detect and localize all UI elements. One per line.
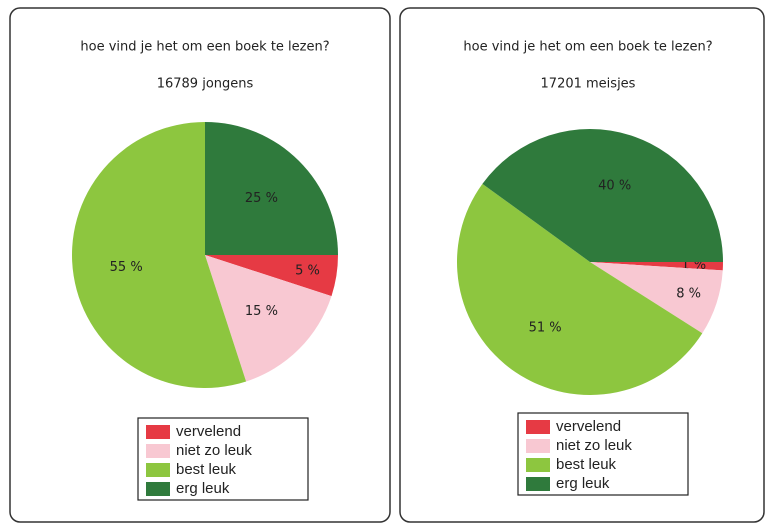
legend-swatch xyxy=(146,482,170,496)
pie-slice xyxy=(590,262,723,334)
pie-slice xyxy=(205,255,338,297)
legend-label: erg leuk xyxy=(176,480,230,497)
slice-label: 5 % xyxy=(295,264,320,279)
slice-label: 8 % xyxy=(676,287,701,302)
legend-swatch xyxy=(526,439,550,453)
legend-swatch xyxy=(526,477,550,491)
legend-label: best leuk xyxy=(176,461,237,478)
chart-title: hoe vind je het om een boek te lezen? xyxy=(463,40,712,55)
legend-swatch xyxy=(146,425,170,439)
pie-slice xyxy=(456,183,703,396)
chart-subtitle: 16789 jongens xyxy=(157,77,254,92)
slice-label: 51 % xyxy=(529,321,562,336)
legend-label: niet zo leuk xyxy=(176,442,252,459)
legend-label: niet zo leuk xyxy=(556,437,632,454)
pie-slice xyxy=(71,122,247,388)
pie-slice xyxy=(205,255,332,382)
slice-label: 25 % xyxy=(245,191,278,206)
chart-subtitle: 17201 meisjes xyxy=(541,77,636,92)
slice-label: 55 % xyxy=(110,260,143,275)
pie-slice xyxy=(482,128,723,262)
pie-slice xyxy=(590,262,723,271)
pie-slice xyxy=(205,122,338,255)
legend-label: erg leuk xyxy=(556,475,610,492)
chart-title: hoe vind je het om een boek te lezen? xyxy=(80,40,329,55)
legend-swatch xyxy=(146,463,170,477)
legend-swatch xyxy=(146,444,170,458)
legend-swatch xyxy=(526,458,550,472)
legend-label: vervelend xyxy=(556,418,621,435)
legend-label: best leuk xyxy=(556,456,617,473)
legend-label: vervelend xyxy=(176,423,241,440)
slice-label: 40 % xyxy=(598,179,631,194)
legend-swatch xyxy=(526,420,550,434)
slice-label: 15 % xyxy=(245,304,278,319)
